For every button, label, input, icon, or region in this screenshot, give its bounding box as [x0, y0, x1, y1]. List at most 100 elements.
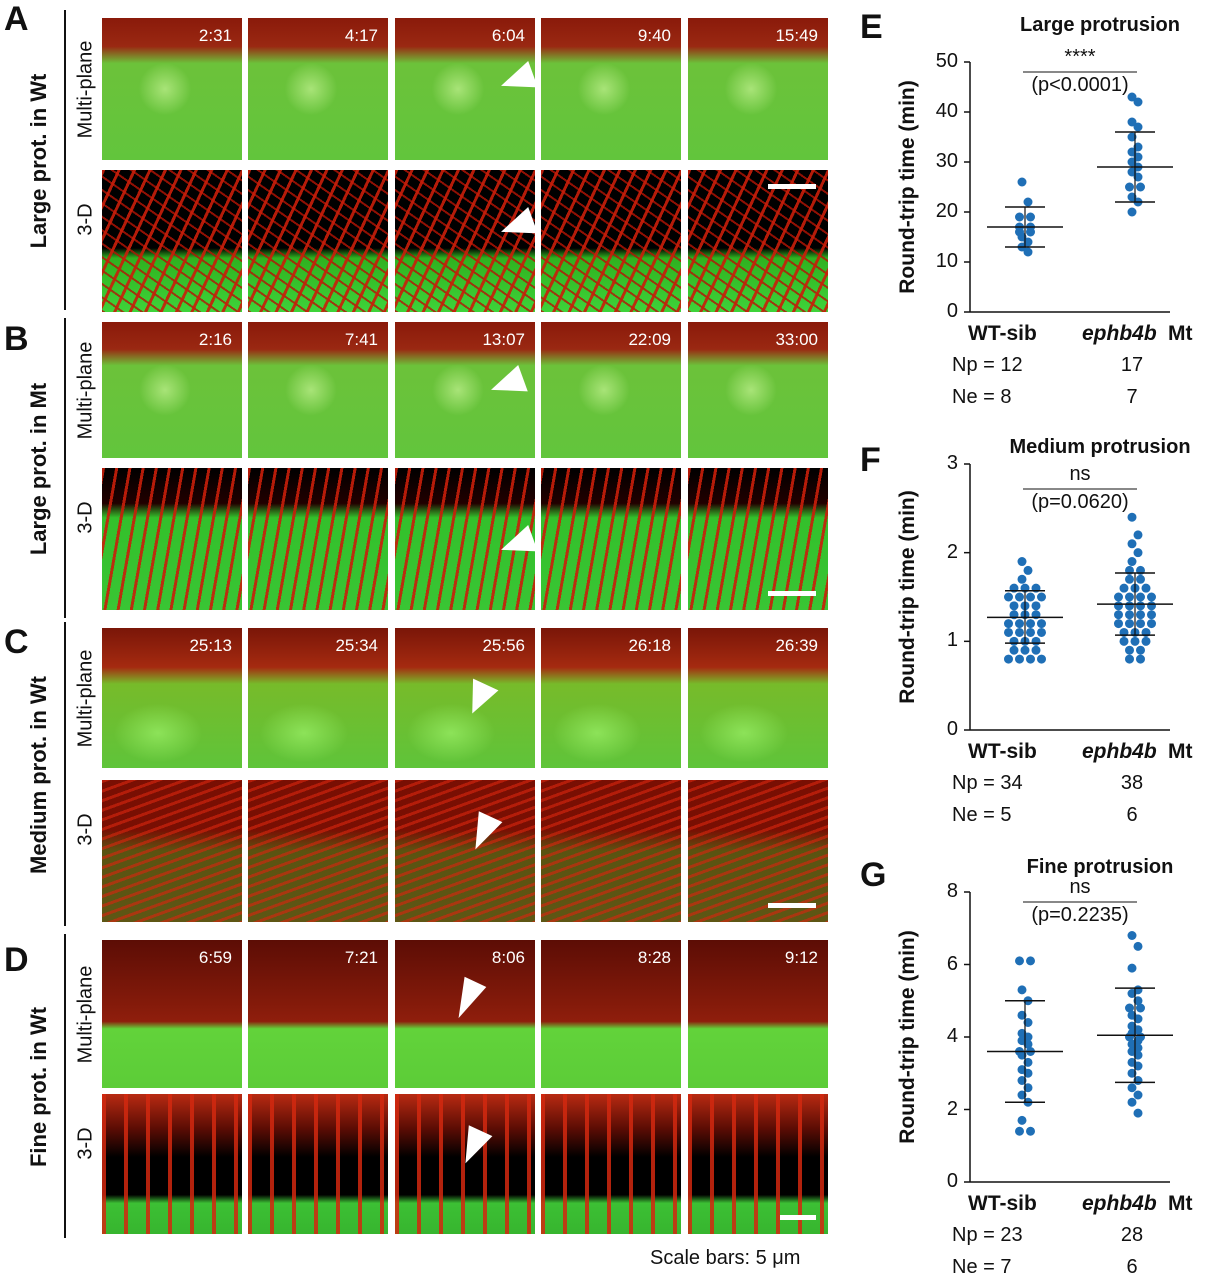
timestamp-label: 26:18: [628, 636, 671, 655]
scale-bar: [780, 1215, 816, 1220]
data-point: [1023, 565, 1033, 575]
ne-label: Ne = 5: [952, 804, 1012, 826]
np-value-mt: 17: [1120, 354, 1144, 376]
data-point: [1037, 592, 1046, 602]
data-point: [1130, 636, 1140, 646]
category-label: ephb4b: [1082, 740, 1157, 763]
data-point: [1136, 654, 1145, 664]
data-point: [1023, 247, 1033, 257]
significance-label: ns: [1069, 876, 1091, 898]
three-d-frame: [541, 468, 681, 610]
data-point: [1015, 627, 1024, 637]
data-point: [1125, 619, 1134, 629]
data-point: [1133, 1108, 1143, 1118]
multiplane-frame: 8:06: [395, 940, 535, 1088]
data-point: [1127, 147, 1137, 157]
ne-value-mt: 6: [1126, 804, 1138, 826]
data-point: [1119, 636, 1129, 646]
data-point: [1023, 1039, 1033, 1049]
three-d-frame: [541, 780, 681, 922]
significance-label: ****: [1064, 46, 1096, 68]
data-point: [1125, 601, 1134, 611]
row-label: Large prot. in Wt: [26, 73, 51, 249]
data-point: [1125, 645, 1134, 655]
timestamp-label: 7:41: [344, 330, 378, 349]
arrowhead-icon: [496, 525, 535, 563]
data-point: [1136, 601, 1145, 611]
data-point: [1114, 601, 1123, 611]
three-d-frame: [102, 780, 242, 922]
np-label: Np = 34: [952, 772, 1023, 794]
scatter-plot: [964, 61, 1173, 313]
timestamp-label: 6:04: [491, 26, 525, 45]
data-point: [1136, 645, 1145, 655]
data-point: [1023, 237, 1033, 247]
data-point: [1017, 985, 1027, 995]
data-point: [1127, 1097, 1137, 1107]
data-point: [1125, 1003, 1134, 1013]
ne-label: Ne = 7: [952, 1256, 1012, 1278]
data-point: [1017, 574, 1027, 584]
data-point: [1125, 654, 1134, 664]
category-label: WT-sib: [968, 740, 1037, 763]
data-point: [1133, 548, 1143, 558]
timestamp-label: 8:28: [637, 948, 671, 967]
scatter-plot: [964, 463, 1173, 731]
three-d-frame: [395, 780, 535, 922]
panel-letter-b: B: [4, 320, 29, 358]
data-point: [1023, 1083, 1033, 1093]
three-d-frame: [102, 468, 242, 610]
arrowhead-icon: [453, 1125, 493, 1169]
data-point: [1026, 227, 1035, 237]
arrowhead-icon: [496, 207, 535, 245]
data-point: [1133, 97, 1143, 107]
three-d-frame: [541, 170, 681, 312]
category-suffix-label: Mt: [1168, 1192, 1193, 1215]
y-tick-label: 40: [935, 100, 958, 122]
timestamp-label: 26:39: [775, 636, 818, 655]
three-d-frame: [248, 170, 388, 312]
three-d-frame: [102, 1094, 242, 1234]
multiplane-label: Multi-plane: [74, 341, 97, 440]
data-point: [1004, 654, 1013, 664]
data-point: [1127, 157, 1137, 167]
row-divider-line: [64, 622, 66, 926]
three-d-frame: [688, 468, 828, 610]
data-point: [1133, 152, 1143, 162]
three-d-frame: [395, 170, 535, 312]
timestamp-label: 33:00: [775, 330, 818, 349]
data-point: [1133, 1061, 1143, 1071]
np-value-mt: 38: [1120, 772, 1144, 794]
y-tick-label: 30: [935, 150, 958, 172]
timestamp-label: 25:56: [482, 636, 525, 655]
multiplane-frame: 7:41: [248, 322, 388, 458]
y-tick-label: 4: [946, 1025, 958, 1047]
data-point: [1147, 610, 1156, 620]
data-point: [1026, 212, 1035, 222]
data-point: [1031, 645, 1041, 655]
three-d-frame: [541, 1094, 681, 1234]
data-point: [1136, 619, 1145, 629]
data-point: [1127, 132, 1137, 142]
category-label: WT-sib: [968, 322, 1037, 345]
data-point: [1147, 592, 1156, 602]
data-point: [1136, 610, 1145, 620]
timestamp-label: 7:21: [344, 948, 378, 967]
three-d-frame: [248, 1094, 388, 1234]
y-tick-label: 1: [946, 629, 958, 652]
three-d-frame: [248, 468, 388, 610]
category-suffix-label: Mt: [1168, 740, 1193, 763]
data-point: [1017, 177, 1027, 187]
data-point: [1017, 232, 1027, 242]
data-point: [1133, 996, 1143, 1006]
y-tick-label: 0: [946, 718, 958, 740]
data-point: [1114, 610, 1123, 620]
timestamp-label: 25:34: [335, 636, 378, 655]
data-point: [1026, 1126, 1035, 1136]
arrowhead-icon: [486, 365, 528, 403]
scale-bar: [768, 184, 816, 189]
data-point: [1127, 557, 1137, 567]
data-point: [1031, 636, 1041, 646]
data-point: [1017, 1076, 1027, 1085]
data-point: [1136, 592, 1145, 602]
